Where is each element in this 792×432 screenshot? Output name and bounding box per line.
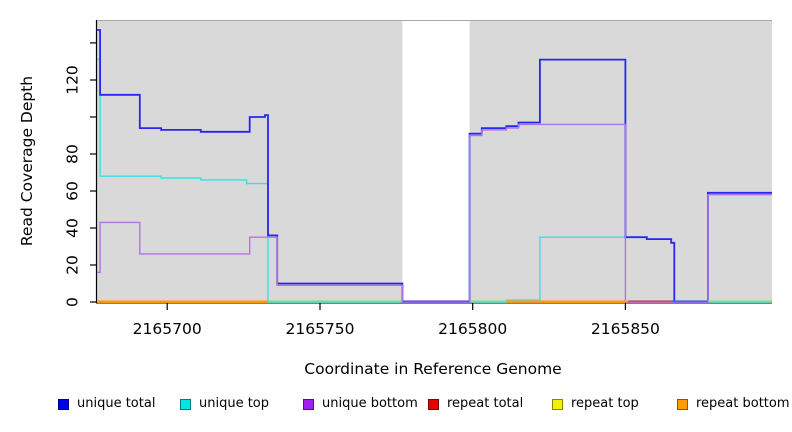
legend-label: repeat total [447, 396, 524, 411]
svg-text:20: 20 [64, 255, 82, 275]
legend-label: repeat bottom [696, 396, 790, 411]
legend-label: unique top [199, 396, 270, 411]
x-axis-title: Coordinate in Reference Genome [304, 360, 562, 378]
svg-text:2165850: 2165850 [591, 320, 660, 338]
repeat-total-swatch-icon [428, 398, 439, 410]
unique-bottom-swatch-icon [303, 398, 314, 410]
repeat-bottom-swatch-icon [677, 398, 688, 410]
y-axis-title: Read Coverage Depth [18, 75, 36, 247]
legend-item-unique-bottom: unique bottom [303, 397, 418, 411]
legend-label: unique bottom [322, 396, 418, 411]
svg-text:80: 80 [64, 144, 82, 164]
svg-text:40: 40 [64, 218, 82, 238]
legend-label: unique total [77, 396, 156, 411]
unique-total-swatch-icon [58, 398, 69, 410]
legend-label: repeat top [571, 396, 639, 411]
legend-item-unique-total: unique total [58, 397, 155, 411]
svg-text:120: 120 [64, 65, 82, 95]
svg-text:2165750: 2165750 [285, 320, 354, 338]
coverage-chart: 0 20 40 60 80 120 2165700 2165750 2165800 2165850 [64, 20, 772, 338]
legend-item-repeat-top: repeat top [552, 397, 639, 411]
svg-text:2165800: 2165800 [438, 320, 507, 338]
svg-text:0: 0 [64, 297, 82, 307]
svg-text:2165700: 2165700 [133, 320, 202, 338]
legend-item-unique-top: unique top [180, 397, 269, 411]
legend-item-repeat-total: repeat total [428, 397, 523, 411]
svg-text:60: 60 [64, 181, 82, 201]
repeat-top-swatch-icon [552, 398, 563, 410]
unique-top-swatch-icon [180, 398, 191, 410]
legend-item-repeat-bottom: repeat bottom [677, 397, 790, 411]
